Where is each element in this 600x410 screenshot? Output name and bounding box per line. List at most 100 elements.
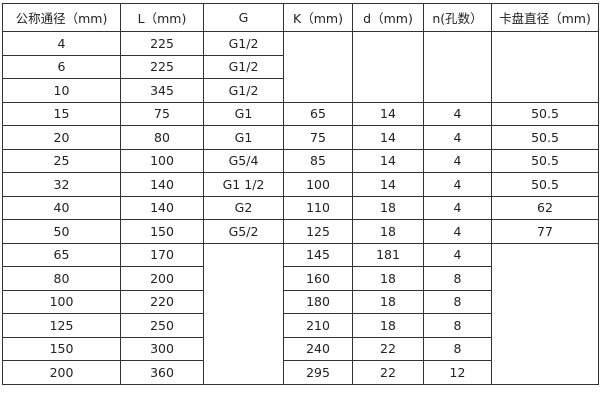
table-cell: 85 <box>283 148 353 173</box>
table-row: 100 220 180 18 8 <box>2 289 599 314</box>
table-cell: 77 <box>491 219 599 244</box>
table-cell: G5/2 <box>203 219 284 244</box>
table-cell: 4 <box>423 219 492 244</box>
merged-empty-cell <box>491 242 599 385</box>
table-cell: 4 <box>423 125 492 150</box>
header-row: 公称通径（mm) L（mm) G K（mm) d（mm) n(孔数） 卡盘直径（mm) <box>2 3 599 32</box>
table-cell: G5/4 <box>203 148 284 173</box>
table-cell: 8 <box>423 266 492 291</box>
table-cell: 125 <box>283 219 353 244</box>
table-row: 15 75 G1 65 14 4 50.5 <box>2 101 599 126</box>
column-header: L（mm) <box>120 3 204 32</box>
table-cell: 18 <box>352 219 424 244</box>
column-header: K（mm) <box>283 3 353 32</box>
table-cell: 240 <box>283 336 353 361</box>
table-row: 40 140 G2 110 18 4 62 <box>2 195 599 220</box>
merged-empty-cell <box>352 31 424 103</box>
table-cell: 65 <box>2 242 121 267</box>
table-cell: 14 <box>352 125 424 150</box>
table-row: 32 140 G1 1/2 100 14 4 50.5 <box>2 172 599 197</box>
table-cell: 4 <box>423 148 492 173</box>
table-row: 6 225 G1/2 <box>2 54 599 79</box>
table-cell: 18 <box>352 313 424 338</box>
table-cell: 100 <box>120 148 204 173</box>
table-cell: 14 <box>352 172 424 197</box>
column-header: G <box>203 3 284 32</box>
table-cell: 15 <box>2 101 121 126</box>
table-cell: 10 <box>2 78 121 103</box>
table-cell: 12 <box>423 360 492 385</box>
table-cell: 225 <box>120 31 204 56</box>
table-row: 80 200 160 18 8 <box>2 266 599 291</box>
table-cell: 8 <box>423 313 492 338</box>
table-cell: 100 <box>283 172 353 197</box>
table-cell: G1 <box>203 101 284 126</box>
merged-empty-cell <box>283 31 353 103</box>
table-cell: 200 <box>120 266 204 291</box>
table-cell: 150 <box>2 336 121 361</box>
table-cell: 250 <box>120 313 204 338</box>
table-cell: 295 <box>283 360 353 385</box>
table-cell: 20 <box>2 125 121 150</box>
table-row: 125 250 210 18 8 <box>2 313 599 338</box>
table-row: 50 150 G5/2 125 18 4 77 <box>2 219 599 244</box>
table-cell: 181 <box>352 242 424 267</box>
table-cell: 50 <box>2 219 121 244</box>
table-cell: 110 <box>283 195 353 220</box>
table-cell: 40 <box>2 195 121 220</box>
table-cell: G1/2 <box>203 31 284 56</box>
table-cell: 80 <box>120 125 204 150</box>
table-cell: 300 <box>120 336 204 361</box>
table-cell: 170 <box>120 242 204 267</box>
table-cell: 4 <box>423 195 492 220</box>
table-cell: G1/2 <box>203 54 284 79</box>
column-header: d（mm) <box>352 3 424 32</box>
table-cell: 4 <box>2 31 121 56</box>
column-header: n(孔数） <box>423 3 492 32</box>
table-cell: 4 <box>423 242 492 267</box>
table-cell: 14 <box>352 101 424 126</box>
table-row: 65 170 145 181 4 <box>2 242 599 385</box>
table-cell: 75 <box>120 101 204 126</box>
table-cell: 8 <box>423 336 492 361</box>
table-cell: 65 <box>283 101 353 126</box>
table-cell: 6 <box>2 54 121 79</box>
table-cell: 22 <box>352 336 424 361</box>
table-cell: 80 <box>2 266 121 291</box>
table-cell: 62 <box>491 195 599 220</box>
table-cell: 4 <box>423 101 492 126</box>
table-cell: 75 <box>283 125 353 150</box>
table-row: 150 300 240 22 8 <box>2 336 599 361</box>
table-cell: 160 <box>283 266 353 291</box>
table-cell: 145 <box>283 242 353 267</box>
table-cell: 50.5 <box>491 101 599 126</box>
table-cell: 22 <box>352 360 424 385</box>
table-cell: 50.5 <box>491 148 599 173</box>
table-cell: 180 <box>283 289 353 314</box>
table-cell: 18 <box>352 266 424 291</box>
table-cell: G1 1/2 <box>203 172 284 197</box>
merged-empty-cell <box>491 31 599 103</box>
table-row: 10 345 G1/2 <box>2 78 599 103</box>
table-cell: 32 <box>2 172 121 197</box>
table-cell: 100 <box>2 289 121 314</box>
table-cell: 25 <box>2 148 121 173</box>
table-cell: 125 <box>2 313 121 338</box>
table-cell: 200 <box>2 360 121 385</box>
table-cell: 50.5 <box>491 125 599 150</box>
merged-empty-cell <box>203 242 284 385</box>
table-cell: 18 <box>352 195 424 220</box>
table-cell: 4 <box>423 172 492 197</box>
merged-empty-cell <box>423 31 492 103</box>
table-cell: 345 <box>120 78 204 103</box>
column-header: 公称通径（mm) <box>2 3 121 32</box>
table-cell: G2 <box>203 195 284 220</box>
table-cell: 140 <box>120 172 204 197</box>
column-header: 卡盘直径（mm) <box>491 3 599 32</box>
table-cell: 210 <box>283 313 353 338</box>
table-cell: 150 <box>120 219 204 244</box>
table-cell: 225 <box>120 54 204 79</box>
table-cell: 50.5 <box>491 172 599 197</box>
table-cell: G1/2 <box>203 78 284 103</box>
